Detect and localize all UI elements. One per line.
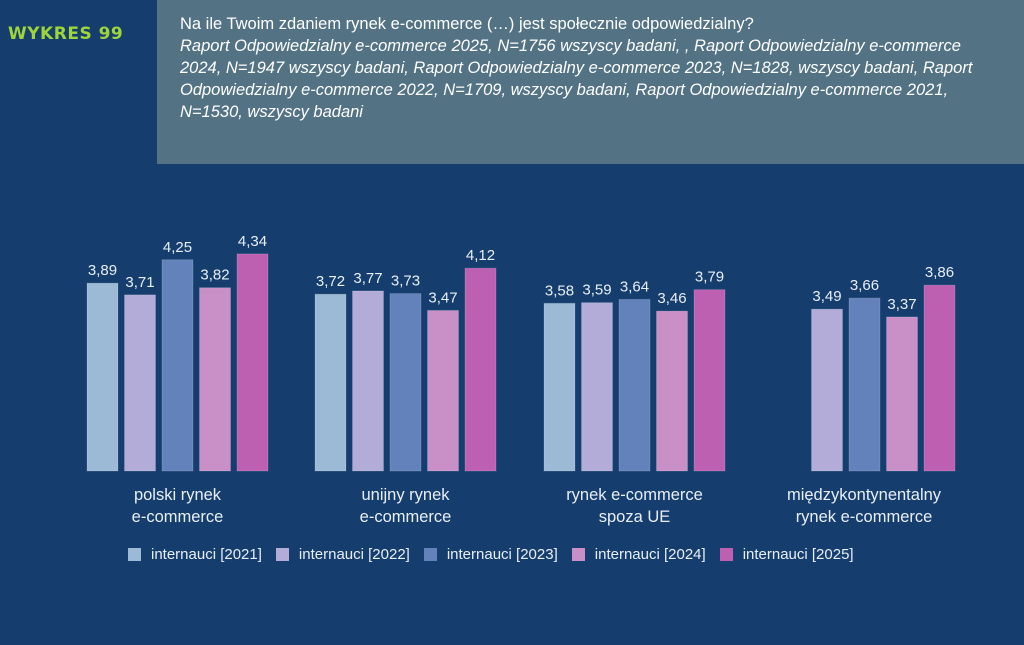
data-label: 3,72 <box>316 273 345 290</box>
bar <box>124 294 156 472</box>
header-panel: Na ile Twoim zdaniem rynek e-commerce (…… <box>157 0 1024 164</box>
legend-label: internauci [2023] <box>446 546 558 563</box>
data-label: 3,47 <box>428 289 457 306</box>
category-group: 3,72 3,77 3,73 3,47 4,12 unijny rynek e-commer… <box>314 247 497 526</box>
data-label: 3,71 <box>125 274 154 291</box>
bar <box>352 290 384 472</box>
data-label: 3,82 <box>200 267 229 284</box>
bar <box>886 316 918 472</box>
bar <box>543 302 576 472</box>
bar <box>656 310 688 472</box>
legend-item: internauci [2025] <box>719 546 854 563</box>
legend-item: internauci [2024] <box>571 546 706 563</box>
data-label: 3,64 <box>620 278 649 295</box>
bar <box>693 289 726 472</box>
legend-swatch <box>719 548 733 561</box>
legend-label: internauci [2021] <box>151 546 262 563</box>
data-label: 3,66 <box>850 277 879 294</box>
chart-title: Na ile Twoim zdaniem rynek e-commerce (…… <box>180 15 754 33</box>
category-group: 3,49 3,66 3,37 3,86 międzykontynentalny rynek… <box>787 264 956 526</box>
data-label: 3,37 <box>887 296 916 313</box>
bar <box>314 293 347 472</box>
bar <box>848 297 881 472</box>
bar <box>923 284 956 472</box>
data-label: 3,73 <box>391 273 420 290</box>
bar <box>464 267 497 472</box>
bar <box>811 308 843 472</box>
bar <box>199 287 231 472</box>
category-label: e-commerce <box>360 508 452 526</box>
legend: internauci [2021] internauci [2022] intern… <box>128 546 854 563</box>
bar <box>161 259 194 472</box>
data-label: 3,86 <box>925 264 954 281</box>
data-label: 3,79 <box>695 269 724 286</box>
bar <box>236 253 269 472</box>
category-label: rynek e-commerce <box>566 486 703 504</box>
category-label: polski rynek <box>134 486 222 504</box>
chart-subtitle: Raport Odpowiedzialny e-commerce 2025, N… <box>180 37 973 121</box>
legend-swatch <box>128 548 141 561</box>
category-group: 3,58 3,59 3,64 3,46 3,79 rynek e-commerce spoz… <box>543 269 726 526</box>
legend-item: internauci [2022] <box>275 546 410 563</box>
legend-item: internauci [2021] <box>128 546 262 563</box>
data-label: 3,46 <box>657 290 686 307</box>
bar <box>581 302 613 472</box>
data-label: 4,25 <box>163 239 192 256</box>
category-label: spoza UE <box>599 508 671 526</box>
legend-label: internauci [2025] <box>742 546 854 563</box>
data-label: 3,49 <box>812 288 841 305</box>
legend-item: internauci [2023] <box>423 546 558 563</box>
data-label: 4,34 <box>238 233 267 250</box>
legend-label: internauci [2024] <box>594 546 706 563</box>
bar <box>618 298 651 472</box>
category-label: e-commerce <box>132 508 224 526</box>
category-group: 3,89 3,71 4,25 3,82 4,34 polski rynek e-commer… <box>86 233 269 526</box>
bar <box>389 293 422 472</box>
category-label: rynek e-commerce <box>796 508 933 526</box>
legend-swatch <box>571 548 585 561</box>
bar <box>86 282 119 472</box>
legend-swatch <box>275 548 289 561</box>
data-label: 3,89 <box>88 262 117 279</box>
category-label: unijny rynek <box>361 486 450 504</box>
category-label: międzykontynentalny <box>787 486 942 504</box>
data-label: 4,12 <box>466 247 495 264</box>
data-label: 3,59 <box>582 282 611 299</box>
chart-number: WYKRES 99 <box>8 24 124 44</box>
legend-swatch <box>423 548 437 561</box>
bar <box>427 309 459 472</box>
data-label: 3,58 <box>545 282 574 299</box>
legend-label: internauci [2022] <box>298 546 410 563</box>
data-label: 3,77 <box>353 270 382 287</box>
